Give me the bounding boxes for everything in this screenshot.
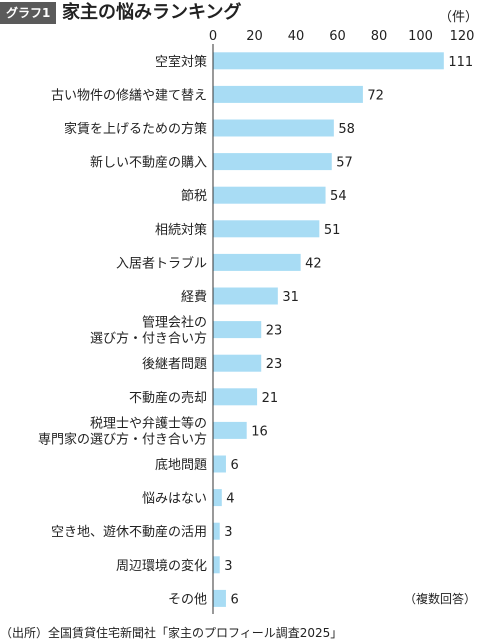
bar bbox=[213, 253, 301, 271]
category-label: 家賃を上げるための方策 bbox=[64, 121, 207, 137]
x-tick-label: 80 bbox=[371, 29, 388, 44]
x-tick-label: 100 bbox=[408, 29, 433, 44]
figure-badge: グラフ1 bbox=[0, 2, 57, 24]
bar-value-label: 42 bbox=[305, 256, 322, 271]
bar-value-label: 111 bbox=[448, 55, 473, 70]
bar-chart: 0 20 40 60 80 100 120 111 空室対策 72 古い物件の修繕や建て替え 58 家賃… bbox=[38, 29, 475, 614]
bar-value-label: 4 bbox=[226, 492, 234, 507]
bar bbox=[213, 388, 258, 406]
bar bbox=[213, 186, 326, 204]
bar-value-label: 58 bbox=[338, 122, 355, 137]
bar-value-label: 23 bbox=[266, 357, 283, 372]
bar bbox=[213, 589, 226, 607]
multiple-answer-note: （複数回答） bbox=[403, 592, 476, 606]
bar-value-label: 23 bbox=[266, 324, 283, 339]
category-label: 悩みはない bbox=[142, 492, 207, 507]
bar-value-label: 57 bbox=[336, 156, 353, 171]
bar bbox=[213, 455, 226, 473]
bar bbox=[213, 52, 444, 70]
bar-value-label: 6 bbox=[230, 592, 238, 607]
category-label: 不動産の売却 bbox=[129, 390, 207, 406]
category-label: 選び方・付き合い方 bbox=[90, 331, 207, 347]
bar bbox=[213, 556, 220, 574]
bar bbox=[213, 220, 320, 238]
x-tick-label: 60 bbox=[329, 29, 346, 44]
chart-title: 家主の悩みランキング bbox=[62, 2, 242, 23]
chart-header: グラフ1 家主の悩みランキング （件） bbox=[0, 0, 484, 30]
bar bbox=[213, 354, 262, 372]
bar-value-label: 3 bbox=[224, 525, 232, 540]
bar bbox=[213, 489, 222, 507]
category-label: 入居者トラブル bbox=[116, 255, 207, 271]
category-label: 底地問題 bbox=[155, 457, 207, 473]
bar bbox=[213, 119, 334, 137]
category-label: 後継者問題 bbox=[142, 357, 207, 372]
unit-label: （件） bbox=[438, 10, 478, 25]
bar-value-label: 72 bbox=[367, 88, 384, 103]
category-label: 空室対策 bbox=[155, 54, 207, 70]
source-note: （出所）全国賃貸住宅新聞社「家主のプロフィール調査2025」 bbox=[0, 626, 343, 640]
bar-value-label: 31 bbox=[282, 290, 299, 305]
bar-value-label: 16 bbox=[251, 424, 268, 439]
bar bbox=[213, 153, 332, 171]
category-label: その他 bbox=[168, 592, 207, 607]
category-label: 周辺環境の変化 bbox=[116, 558, 207, 574]
category-label: 専門家の選び方・付き合い方 bbox=[38, 431, 207, 447]
bar bbox=[213, 522, 220, 540]
bar bbox=[213, 85, 363, 103]
category-label: 新しい不動産の購入 bbox=[90, 155, 207, 171]
bar bbox=[213, 321, 262, 339]
category-label: 節税 bbox=[181, 189, 207, 204]
bar-value-label: 3 bbox=[224, 559, 232, 574]
bar bbox=[213, 287, 278, 305]
bar bbox=[213, 421, 247, 439]
category-label: 税理士や弁護士等の bbox=[90, 415, 207, 431]
bar-value-label: 51 bbox=[324, 223, 341, 238]
category-label: 空き地、遊休不動産の活用 bbox=[51, 524, 207, 540]
category-label: 古い物件の修繕や建て替え bbox=[51, 87, 207, 103]
x-tick-label: 40 bbox=[288, 29, 305, 44]
x-tick-label: 20 bbox=[246, 29, 263, 44]
x-tick-label: 0 bbox=[209, 29, 217, 44]
bar-value-label: 21 bbox=[262, 391, 279, 406]
bar-value-label: 6 bbox=[230, 458, 238, 473]
bar-value-label: 54 bbox=[330, 189, 347, 204]
category-label: 管理会社の bbox=[142, 315, 207, 331]
category-label: 経費 bbox=[181, 290, 207, 305]
x-tick-label: 120 bbox=[450, 29, 475, 44]
category-label: 相続対策 bbox=[155, 222, 207, 238]
